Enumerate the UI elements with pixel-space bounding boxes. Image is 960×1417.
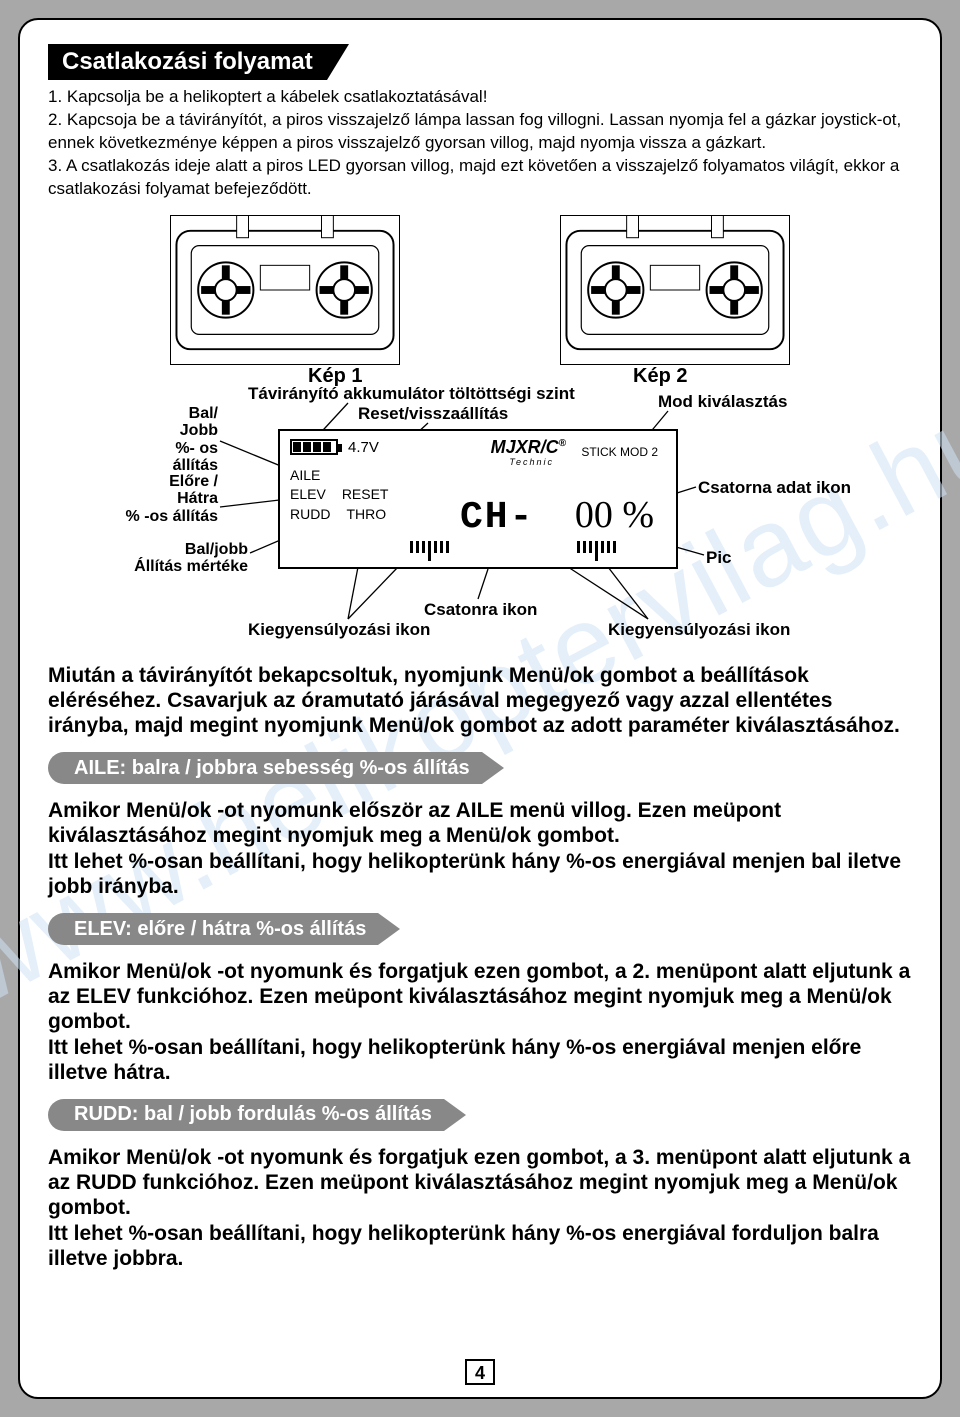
remote-row xyxy=(48,215,912,365)
bar-aile: AILE: balra / jobbra sebesség %-os állít… xyxy=(48,752,912,784)
lcd-diagram: Kép 1 Kép 2 Távirányító akkumulátor tölt… xyxy=(48,369,912,649)
bar-elev: ELEV: előre / hátra %-os állítás xyxy=(48,913,912,945)
battery-icon xyxy=(290,439,338,455)
content: Csatlakozási folyamat 1. Kapcsolja be a … xyxy=(48,44,912,1271)
lcd-subbrand: Technic xyxy=(509,457,554,467)
intro-text: 1. Kapcsolja be a helikoptert a kábelek … xyxy=(48,86,912,201)
bar-rudd-label: RUDD: bal / jobb fordulás %-os állítás xyxy=(66,1099,444,1131)
para-2: Amikor Menü/ok -ot nyomunk először az AI… xyxy=(48,798,912,899)
lcd-reset: RESET xyxy=(342,485,389,505)
balance-bars-right xyxy=(577,541,616,561)
para-1: Miután a távirányítót bekapcsoltuk, nyom… xyxy=(48,663,912,739)
lcd-channel: CH- xyxy=(460,496,534,539)
lcd-voltage: 4.7V xyxy=(348,439,379,456)
para-4: Amikor Menü/ok -ot nyomunk és forgatjuk … xyxy=(48,1145,912,1271)
remote-illustration-1 xyxy=(170,215,400,365)
para-3: Amikor Menü/ok -ot nyomunk és forgatjuk … xyxy=(48,959,912,1085)
balance-bars-left xyxy=(410,541,449,561)
lcd-thro: THRO xyxy=(346,505,386,525)
section-title: Csatlakozási folyamat xyxy=(48,44,327,80)
bar-elev-label: ELEV: előre / hátra %-os állítás xyxy=(66,913,378,945)
lcd-percent: 00 % xyxy=(575,493,654,537)
bar-aile-label: AILE: balra / jobbra sebesség %-os állít… xyxy=(66,752,482,784)
lcd-elev: ELEV xyxy=(290,485,326,505)
page-border: www.helikoptervilag.hu Csatlakozási foly… xyxy=(18,18,942,1399)
lcd-screen: 4.7V MJXR/C® Technic STICK MOD 2 AILE EL… xyxy=(278,429,678,569)
lcd-aile: AILE xyxy=(290,466,320,486)
bar-rudd: RUDD: bal / jobb fordulás %-os állítás xyxy=(48,1099,912,1131)
lcd-brand: MJXR/C® xyxy=(491,437,566,458)
lcd-rudd: RUDD xyxy=(290,505,330,525)
lcd-stick-mod: STICK MOD 2 xyxy=(581,445,658,459)
page-number: 4 xyxy=(465,1359,495,1385)
remote-illustration-2 xyxy=(560,215,790,365)
